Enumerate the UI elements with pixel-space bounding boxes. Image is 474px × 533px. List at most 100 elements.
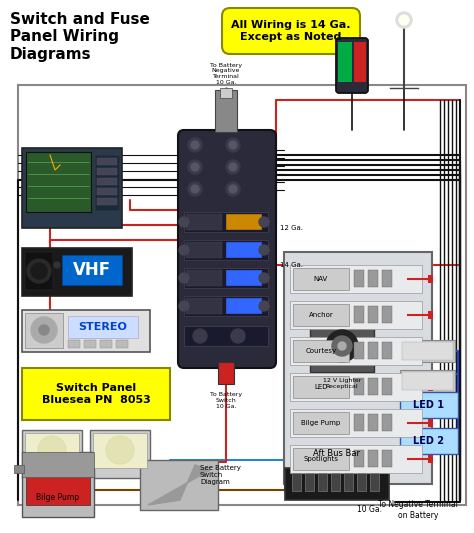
Circle shape — [188, 160, 202, 174]
Circle shape — [396, 12, 412, 28]
Bar — [100, 340, 112, 348]
Bar — [354, 378, 364, 395]
Bar — [368, 378, 378, 395]
Text: Switch and Fuse
Panel Wiring
Diagrams: Switch and Fuse Panel Wiring Diagrams — [10, 12, 150, 62]
Bar — [382, 450, 392, 467]
Bar — [68, 340, 80, 348]
Bar — [68, 316, 138, 338]
Bar — [22, 430, 82, 478]
Bar — [184, 212, 268, 232]
Circle shape — [179, 273, 189, 283]
Bar — [428, 347, 433, 355]
Bar — [97, 198, 117, 205]
Bar — [290, 265, 422, 293]
Bar — [305, 473, 314, 491]
Bar — [186, 298, 222, 314]
Text: See Battery
Switch
Diagram: See Battery Switch Diagram — [200, 465, 241, 485]
Text: Anchor: Anchor — [309, 312, 333, 318]
Bar — [226, 270, 262, 286]
Bar — [22, 368, 170, 420]
Circle shape — [259, 301, 269, 311]
Bar — [400, 340, 455, 362]
Text: 10 Ga.: 10 Ga. — [357, 505, 383, 514]
Bar — [84, 340, 96, 348]
Bar — [428, 419, 433, 427]
Bar — [26, 475, 90, 505]
Bar — [215, 90, 237, 132]
Circle shape — [226, 182, 240, 196]
Bar — [428, 275, 433, 283]
Bar — [428, 311, 433, 319]
Bar — [357, 473, 366, 491]
Bar — [97, 158, 117, 165]
Bar — [22, 452, 94, 477]
Bar — [290, 337, 422, 365]
Bar — [368, 450, 378, 467]
Circle shape — [226, 160, 240, 174]
Bar — [226, 242, 262, 258]
Text: NAV: NAV — [314, 276, 328, 282]
FancyBboxPatch shape — [178, 130, 276, 368]
Bar — [354, 270, 364, 287]
Bar — [370, 473, 379, 491]
Circle shape — [179, 301, 189, 311]
Circle shape — [179, 217, 189, 227]
Bar — [97, 178, 117, 185]
Text: 12 Ga.: 12 Ga. — [280, 225, 303, 231]
Bar — [344, 473, 353, 491]
Text: To Battery
Negative
Terminal
10 Ga.: To Battery Negative Terminal 10 Ga. — [210, 62, 242, 85]
Circle shape — [188, 138, 202, 152]
Bar — [186, 270, 222, 286]
Bar — [354, 306, 364, 323]
Bar — [368, 270, 378, 287]
Circle shape — [231, 329, 245, 343]
Bar — [382, 414, 392, 431]
Bar — [62, 255, 122, 285]
Circle shape — [191, 185, 199, 193]
Text: Spotlights: Spotlights — [303, 456, 338, 462]
Bar — [140, 460, 218, 510]
Text: VHF: VHF — [73, 261, 111, 279]
Bar — [400, 428, 458, 454]
Bar — [310, 320, 374, 372]
Bar — [293, 448, 349, 470]
Bar — [218, 362, 234, 384]
Bar — [382, 270, 392, 287]
Bar — [354, 342, 364, 359]
Bar — [90, 430, 150, 478]
Circle shape — [31, 263, 47, 279]
Bar — [400, 370, 455, 392]
Bar — [382, 306, 392, 323]
Text: LED 2: LED 2 — [413, 436, 445, 446]
Bar — [97, 168, 117, 175]
Bar — [368, 342, 378, 359]
Text: Aft Bus Bar: Aft Bus Bar — [313, 449, 361, 458]
Bar — [25, 252, 53, 290]
Bar — [186, 214, 222, 230]
Bar — [22, 452, 94, 517]
Circle shape — [229, 185, 237, 193]
Bar — [184, 268, 268, 288]
Bar — [402, 342, 453, 360]
Circle shape — [229, 141, 237, 149]
Text: STEREO: STEREO — [79, 322, 128, 332]
Bar — [400, 392, 458, 418]
Bar — [26, 152, 91, 212]
FancyBboxPatch shape — [336, 38, 368, 93]
Bar — [25, 313, 63, 348]
Bar — [290, 409, 422, 437]
Text: Switch Panel
Bluesea PN  8053: Switch Panel Bluesea PN 8053 — [42, 383, 150, 405]
Bar — [285, 468, 389, 500]
Circle shape — [229, 163, 237, 171]
Circle shape — [188, 182, 202, 196]
Circle shape — [259, 245, 269, 255]
FancyBboxPatch shape — [222, 8, 360, 54]
Bar — [382, 342, 392, 359]
Bar — [331, 473, 340, 491]
Bar — [338, 42, 352, 82]
Bar — [284, 252, 432, 484]
Text: 12 V Lighter
Receptical: 12 V Lighter Receptical — [323, 378, 361, 389]
Bar — [293, 340, 349, 362]
Bar — [293, 304, 349, 326]
Bar — [93, 433, 147, 468]
